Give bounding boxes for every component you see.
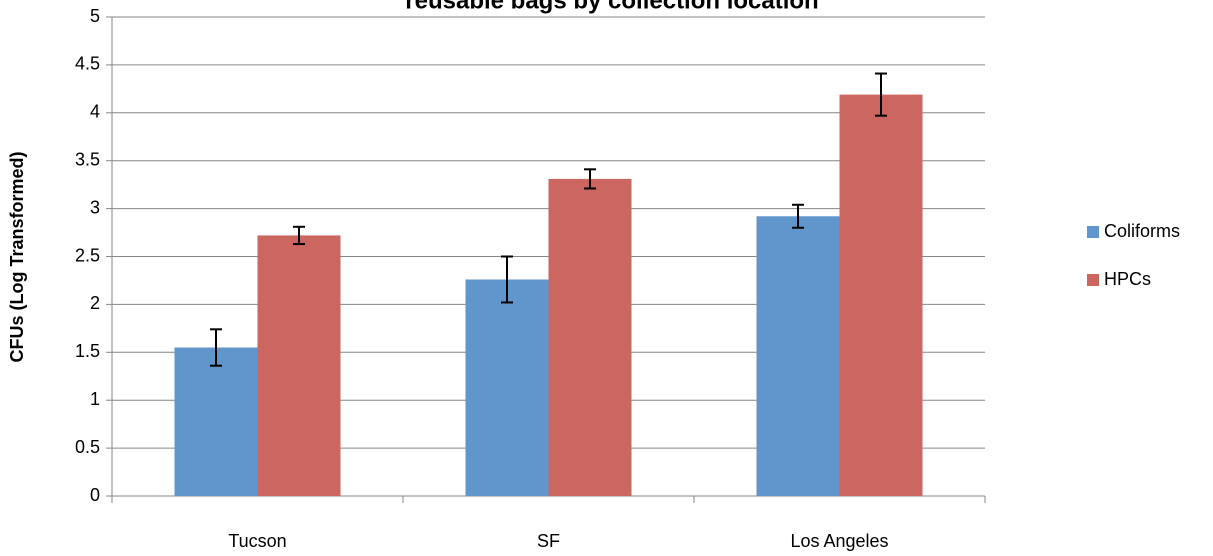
y-tick-label: 3.5 xyxy=(75,149,100,169)
y-tick-label: 1 xyxy=(90,389,100,409)
bar xyxy=(465,279,549,496)
y-tick-label: 3 xyxy=(90,197,100,217)
y-tick-label: 0 xyxy=(90,485,100,505)
x-tick-label: Tucson xyxy=(228,531,286,551)
y-axis-label: CFUs (Log Transformed) xyxy=(7,151,27,362)
legend-swatch xyxy=(1087,274,1099,286)
y-tick-label: 2.5 xyxy=(75,245,100,265)
bar xyxy=(839,94,923,497)
error-bar xyxy=(501,255,513,304)
legend-swatch xyxy=(1087,226,1099,238)
y-tick-label: 4 xyxy=(90,102,100,122)
chart-title: reusable bags by collection location xyxy=(405,0,818,14)
y-tick-label: 0.5 xyxy=(75,437,100,457)
y-tick-label: 4.5 xyxy=(75,54,100,74)
x-tick-label: SF xyxy=(537,531,560,551)
y-tick-label: 1.5 xyxy=(75,341,100,361)
x-tick-label: Los Angeles xyxy=(790,531,888,551)
y-tick-label: 2 xyxy=(90,293,100,313)
bar xyxy=(257,235,341,496)
error-bar xyxy=(584,168,596,190)
legend-label: Coliforms xyxy=(1104,221,1180,241)
error-bar xyxy=(875,72,887,117)
error-bar xyxy=(293,225,305,246)
bar xyxy=(548,178,632,497)
bar xyxy=(174,347,258,496)
error-bar xyxy=(792,203,804,229)
bar xyxy=(756,216,840,496)
legend-label: HPCs xyxy=(1104,269,1151,289)
y-tick-label: 5 xyxy=(90,6,100,26)
error-bar xyxy=(210,328,222,367)
